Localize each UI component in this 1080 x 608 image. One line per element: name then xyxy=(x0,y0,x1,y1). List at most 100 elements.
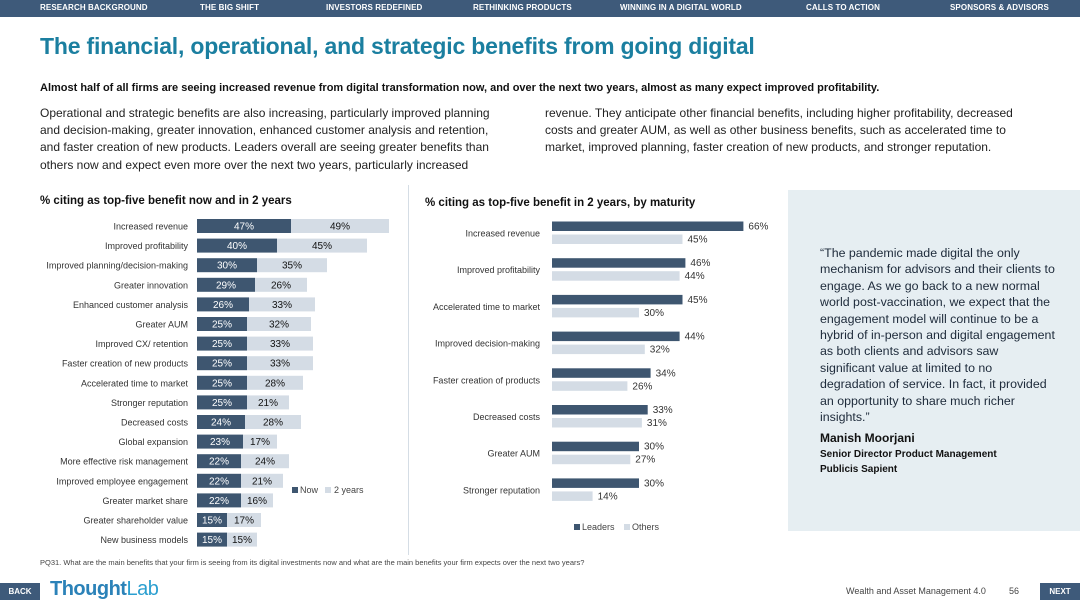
nav-calls-to-action[interactable]: CALLS TO ACTION xyxy=(806,3,880,12)
bar-leaders-greater-aum xyxy=(552,441,639,452)
bar-now-greater-shareholder-value xyxy=(197,513,227,527)
category-label-greater-aum: Greater AUM xyxy=(135,320,188,330)
bar-2-years-decreased-costs xyxy=(245,415,301,429)
bar-others-greater-aum xyxy=(552,454,631,465)
bar-now-increased-revenue xyxy=(197,219,291,233)
bar-2-years-greater-aum xyxy=(247,317,311,331)
category-label-improved-decision-making: Improved decision-making xyxy=(435,339,540,349)
value-label-now-greater-innovation: 29% xyxy=(216,280,236,291)
category-label-increased-revenue: Increased revenue xyxy=(113,222,188,232)
report-name: Wealth and Asset Management 4.0 xyxy=(846,586,986,596)
category-label-greater-shareholder-value: Greater shareholder value xyxy=(83,516,188,526)
bar-2-years-new-business-models xyxy=(227,532,257,547)
value-label-others-faster-creation-of-products: 26% xyxy=(632,381,652,392)
bar-now-greater-aum xyxy=(197,317,247,331)
legend-label-leaders: Leaders xyxy=(582,522,615,532)
value-label-others-greater-aum: 27% xyxy=(635,455,655,466)
nav-rethinking-products[interactable]: RETHINKING PRODUCTS xyxy=(473,3,572,12)
value-label-2-years-greater-shareholder-value: 17% xyxy=(234,516,254,527)
value-label-leaders-decreased-costs: 33% xyxy=(653,405,673,416)
value-label-2-years-enhanced-customer-analysis: 33% xyxy=(272,300,292,311)
bar-leaders-improved-profitability xyxy=(552,258,686,268)
bar-now-faster-creation-of-new-products xyxy=(197,356,247,371)
bar-2-years-improved-profitability xyxy=(277,238,367,253)
category-label-greater-aum: Greater AUM xyxy=(487,449,540,459)
bar-now-improved-employee-engagement xyxy=(197,473,241,488)
nav-investors-redefined[interactable]: INVESTORS REDEFINED xyxy=(326,3,423,12)
value-label-2-years-improved-cx-retention: 33% xyxy=(270,339,290,350)
value-label-2-years-greater-innovation: 26% xyxy=(271,280,291,291)
value-label-leaders-accelerated-time-to-market: 45% xyxy=(688,295,708,306)
thoughtlab-logo: ThoughtLab xyxy=(50,578,159,601)
value-label-now-new-business-models: 15% xyxy=(202,535,222,546)
value-label-2-years-more-effective-risk-management: 24% xyxy=(255,457,275,468)
value-label-others-improved-profitability: 44% xyxy=(685,271,705,282)
back-button[interactable]: BACK xyxy=(0,583,40,600)
next-button[interactable]: NEXT xyxy=(1040,583,1080,600)
value-label-leaders-stronger-reputation: 30% xyxy=(644,478,664,489)
quote-title: Senior Director Product Management xyxy=(820,449,997,460)
value-label-2-years-new-business-models: 15% xyxy=(232,535,252,546)
value-label-now-greater-shareholder-value: 15% xyxy=(202,516,222,527)
nav-winning-digital[interactable]: WINNING IN A DIGITAL WORLD xyxy=(620,3,742,12)
value-label-2-years-improved-profitability: 45% xyxy=(312,241,332,252)
value-label-now-global-expansion: 23% xyxy=(210,437,230,448)
bar-leaders-improved-decision-making xyxy=(552,331,680,342)
value-label-now-increased-revenue: 47% xyxy=(234,222,254,233)
bar-2-years-greater-innovation xyxy=(255,277,307,292)
bar-leaders-accelerated-time-to-market xyxy=(552,294,683,305)
category-label-stronger-reputation: Stronger reputation xyxy=(111,398,188,408)
nav-research-background[interactable]: RESEARCH BACKGROUND xyxy=(40,3,148,12)
bar-2-years-accelerated-time-to-market xyxy=(247,375,303,390)
value-label-now-accelerated-time-to-market: 25% xyxy=(212,378,232,389)
category-label-decreased-costs: Decreased costs xyxy=(121,418,189,428)
legend-label-2-years: 2 years xyxy=(334,485,364,495)
bar-2-years-greater-shareholder-value xyxy=(227,513,261,527)
category-label-improved-profitability: Improved profitability xyxy=(105,241,189,251)
bar-2-years-faster-creation-of-new-products xyxy=(247,356,313,371)
bar-now-enhanced-customer-analysis xyxy=(197,297,249,312)
bar-others-increased-revenue xyxy=(552,234,683,244)
logo-thought: Thought xyxy=(50,578,127,600)
value-label-2-years-global-expansion: 17% xyxy=(250,437,270,448)
chart2-title: % citing as top-five benefit in 2 years,… xyxy=(425,197,696,209)
chart1-title: % citing as top-five benefit now and in … xyxy=(40,195,292,207)
chart-by-maturity: Increased revenue 66% 45% Improved profitab… xyxy=(433,221,769,532)
category-label-improved-planning-decision-making: Improved planning/decision-making xyxy=(46,261,188,271)
category-label-greater-market-share: Greater market share xyxy=(102,496,188,506)
bar-others-accelerated-time-to-market xyxy=(552,307,639,318)
bar-2-years-increased-revenue xyxy=(291,219,389,233)
bar-leaders-stronger-reputation xyxy=(552,478,639,488)
intro-right: revenue. They anticipate other financial… xyxy=(545,106,1013,155)
quote-text: “The pandemic made digital the only mech… xyxy=(820,246,1055,425)
nav-sponsors-advisors[interactable]: SPONSORS & ADVISORS xyxy=(950,3,1049,12)
value-label-2-years-increased-revenue: 49% xyxy=(330,222,350,233)
value-label-2-years-greater-aum: 32% xyxy=(269,320,289,331)
bar-others-improved-decision-making xyxy=(552,344,645,355)
page-number: 56 xyxy=(1009,586,1020,596)
legend-swatch-others xyxy=(624,524,630,530)
bar-now-stronger-reputation xyxy=(197,395,247,410)
value-label-2-years-accelerated-time-to-market: 28% xyxy=(265,378,285,389)
value-label-leaders-improved-profitability: 46% xyxy=(690,258,710,269)
legend-swatch-now xyxy=(292,487,298,493)
value-label-now-improved-profitability: 40% xyxy=(227,241,247,252)
category-label-improved-profitability: Improved profitability xyxy=(457,265,541,275)
value-label-now-greater-market-share: 22% xyxy=(209,496,229,507)
nav-the-big-shift[interactable]: THE BIG SHIFT xyxy=(200,3,260,12)
bar-now-new-business-models xyxy=(197,532,227,547)
top-nav: RESEARCH BACKGROUND THE BIG SHIFT INVEST… xyxy=(0,0,1080,17)
intro-left: Operational and strategic benefits are a… xyxy=(40,106,490,172)
value-label-2-years-greater-market-share: 16% xyxy=(247,496,267,507)
value-label-now-greater-aum: 25% xyxy=(212,320,232,331)
value-label-now-improved-cx-retention: 25% xyxy=(212,339,232,350)
category-label-accelerated-time-to-market: Accelerated time to market xyxy=(81,378,189,388)
bar-2-years-improved-employee-engagement xyxy=(241,473,283,488)
category-label-increased-revenue: Increased revenue xyxy=(465,229,540,239)
bar-2-years-more-effective-risk-management xyxy=(241,454,289,469)
category-label-decreased-costs: Decreased costs xyxy=(473,412,541,422)
page-title: The financial, operational, and strategi… xyxy=(40,33,755,59)
value-label-others-improved-decision-making: 32% xyxy=(650,345,670,356)
legend-swatch-leaders xyxy=(574,524,580,530)
value-label-now-faster-creation-of-new-products: 25% xyxy=(212,359,232,370)
